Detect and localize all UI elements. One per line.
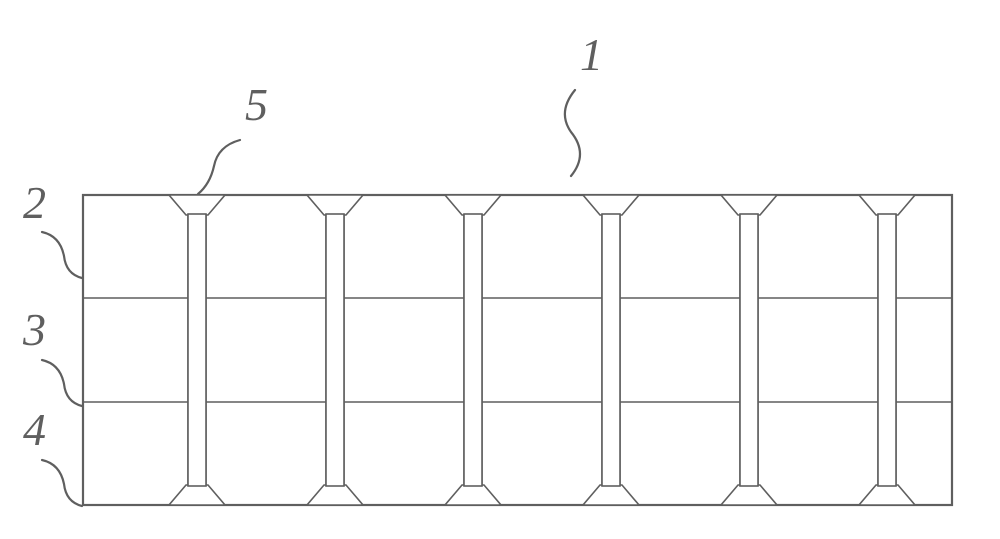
column [307, 195, 363, 505]
callout-label: 1 [580, 29, 603, 80]
column-bottom-cap [721, 485, 777, 505]
callout-label: 3 [22, 304, 46, 355]
column-top-cap [169, 195, 225, 215]
panel-outline [83, 195, 952, 505]
column-top-cap [445, 195, 501, 215]
callout-label: 5 [245, 79, 268, 130]
column-bottom-cap [859, 485, 915, 505]
column [583, 195, 639, 505]
column-top-cap [583, 195, 639, 215]
column-bottom-cap [583, 485, 639, 505]
column [169, 195, 225, 505]
leader-line [198, 140, 240, 194]
column-top-cap [859, 195, 915, 215]
leader-line [42, 232, 82, 278]
column [859, 195, 915, 505]
column-bottom-cap [307, 485, 363, 505]
callout-label: 4 [23, 404, 46, 455]
diagram-svg: 1 5 2 3 4 [0, 0, 1000, 539]
column-bottom-cap [169, 485, 225, 505]
leader-line [42, 360, 82, 406]
leader-line [565, 90, 580, 176]
column-bottom-cap [445, 485, 501, 505]
column [721, 195, 777, 505]
column-top-cap [307, 195, 363, 215]
column [445, 195, 501, 505]
callout-label: 2 [23, 177, 46, 228]
leader-line [42, 460, 82, 506]
column-top-cap [721, 195, 777, 215]
